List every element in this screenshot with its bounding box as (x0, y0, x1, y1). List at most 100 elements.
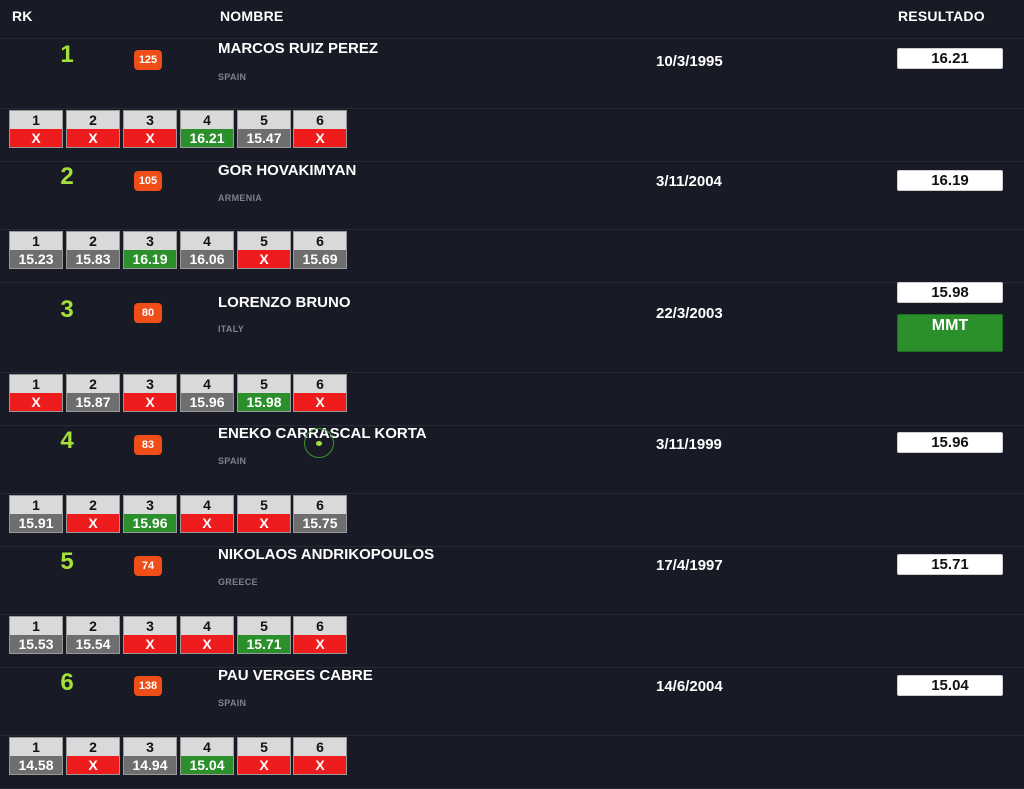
attempt-number: 4 (181, 111, 233, 129)
attempt-number: 1 (10, 111, 62, 129)
athlete-row[interactable]: 4 83 ENEKO CARRASCAL KORTA SPAIN 3/11/1999 15… (0, 424, 1024, 494)
attempt-cell: 1 14.58 (9, 737, 63, 775)
attempt-cell: 3 15.96 (123, 495, 177, 533)
attempt-number: 4 (181, 375, 233, 393)
attempt-number: 6 (294, 496, 346, 514)
best-result: 15.98 (897, 282, 1003, 303)
attempt-mark: 15.87 (67, 393, 119, 411)
athlete-row[interactable]: 5 74 NIKOLAOS ANDRIKOPOULOS GREECE 17/4/1997… (0, 545, 1024, 615)
attempt-best-mark: 16.21 (181, 129, 233, 147)
best-result: 15.96 (897, 432, 1003, 453)
attempts-row: 1 15.53 2 15.54 3 X 4 X 5 15.71 6 X (0, 607, 1024, 668)
date-of-birth: 3/11/1999 (656, 436, 722, 453)
cursor-highlight (304, 428, 334, 458)
attempt-cell: 4 15.04 (180, 737, 234, 775)
attempt-number: 6 (294, 738, 346, 756)
attempt-cell: 2 15.54 (66, 616, 120, 654)
attempts-row: 1 15.23 2 15.83 3 16.19 4 16.06 5 X 6 15.69 (0, 222, 1024, 283)
athlete-country: GREECE (218, 577, 258, 587)
date-of-birth: 17/4/1997 (656, 557, 723, 574)
attempt-mark: 15.53 (10, 635, 62, 653)
athlete-row[interactable]: 6 138 PAU VERGES CABRE SPAIN 14/6/2004 15.04 (0, 666, 1024, 736)
bib-number-badge: 74 (134, 556, 162, 576)
athlete-row[interactable]: 1 125 MARCOS RUIZ PEREZ SPAIN 10/3/1995 16.21 (0, 39, 1024, 109)
athlete-name: GOR HOVAKIMYAN (218, 162, 357, 179)
attempt-cell: 5 15.47 (237, 110, 291, 148)
athlete-row[interactable]: 2 105 GOR HOVAKIMYAN ARMENIA 3/11/2004 16.19 (0, 160, 1024, 230)
date-of-birth: 10/3/1995 (656, 53, 723, 70)
attempt-number: 4 (181, 738, 233, 756)
attempt-number: 5 (238, 111, 290, 129)
athlete-row[interactable]: 3 80 LORENZO BRUNO ITALY 22/3/2003 15.98 MMT (0, 282, 1024, 373)
attempt-number: 3 (124, 111, 176, 129)
rank-number: 2 (60, 163, 74, 190)
rank-number: 6 (60, 669, 74, 696)
athlete-name: NIKOLAOS ANDRIKOPOULOS (218, 546, 435, 563)
attempt-foul: X (294, 393, 346, 411)
name-column-header: NOMBRE (220, 8, 284, 24)
attempt-number: 1 (10, 496, 62, 514)
attempt-cell: 3 14.94 (123, 737, 177, 775)
attempt-number: 1 (10, 232, 62, 250)
athlete-country: ITALY (218, 324, 245, 334)
attempt-number: 1 (10, 617, 62, 635)
best-result: 15.71 (897, 554, 1003, 575)
attempt-number: 3 (124, 496, 176, 514)
attempt-mark: 15.23 (10, 250, 62, 268)
attempt-mark: 15.69 (294, 250, 346, 268)
attempt-number: 2 (67, 738, 119, 756)
attempt-foul: X (294, 635, 346, 653)
attempt-best-mark: 16.19 (124, 250, 176, 268)
attempts-row: 1 X 2 15.87 3 X 4 15.96 5 15.98 6 X (0, 365, 1024, 426)
attempts-row: 1 14.58 2 X 3 14.94 4 15.04 5 X 6 X (0, 728, 1024, 789)
bib-number-badge: 138 (134, 676, 162, 696)
attempts-row: 1 X 2 X 3 X 4 16.21 5 15.47 6 X (0, 101, 1024, 162)
attempt-cell: 3 16.19 (123, 231, 177, 269)
rank-column-header: RK (12, 8, 33, 24)
attempt-mark: 15.75 (294, 514, 346, 532)
attempt-number: 2 (67, 496, 119, 514)
attempt-best-mark: 15.71 (238, 635, 290, 653)
attempt-mark: 15.96 (181, 393, 233, 411)
attempt-number: 2 (67, 111, 119, 129)
best-result: 15.04 (897, 675, 1003, 696)
attempt-cell: 5 15.98 (237, 374, 291, 412)
attempt-cell: 4 16.06 (180, 231, 234, 269)
best-result: 16.19 (897, 170, 1003, 191)
attempt-mark: 15.83 (67, 250, 119, 268)
athlete-name: MARCOS RUIZ PEREZ (218, 40, 379, 57)
athlete-country: SPAIN (218, 72, 247, 82)
attempt-foul: X (10, 393, 62, 411)
attempt-foul: X (238, 250, 290, 268)
athlete-name: PAU VERGES CABRE (218, 667, 373, 684)
results-table-header: RK NOMBRE RESULTADO (0, 0, 1024, 39)
rank-number: 4 (60, 427, 74, 454)
attempt-mark: 16.06 (181, 250, 233, 268)
attempt-number: 3 (124, 617, 176, 635)
attempt-mark: 14.58 (10, 756, 62, 774)
rank-number: 3 (60, 296, 74, 323)
rank-number: 1 (60, 41, 74, 68)
attempt-mark: 14.94 (124, 756, 176, 774)
date-of-birth: 14/6/2004 (656, 678, 723, 695)
attempt-number: 5 (238, 375, 290, 393)
attempt-cell: 6 15.69 (293, 231, 347, 269)
attempt-foul: X (124, 635, 176, 653)
attempt-number: 1 (10, 375, 62, 393)
attempt-number: 4 (181, 496, 233, 514)
attempt-cell: 5 15.71 (237, 616, 291, 654)
attempt-number: 3 (124, 738, 176, 756)
attempt-number: 6 (294, 232, 346, 250)
attempt-foul: X (67, 756, 119, 774)
